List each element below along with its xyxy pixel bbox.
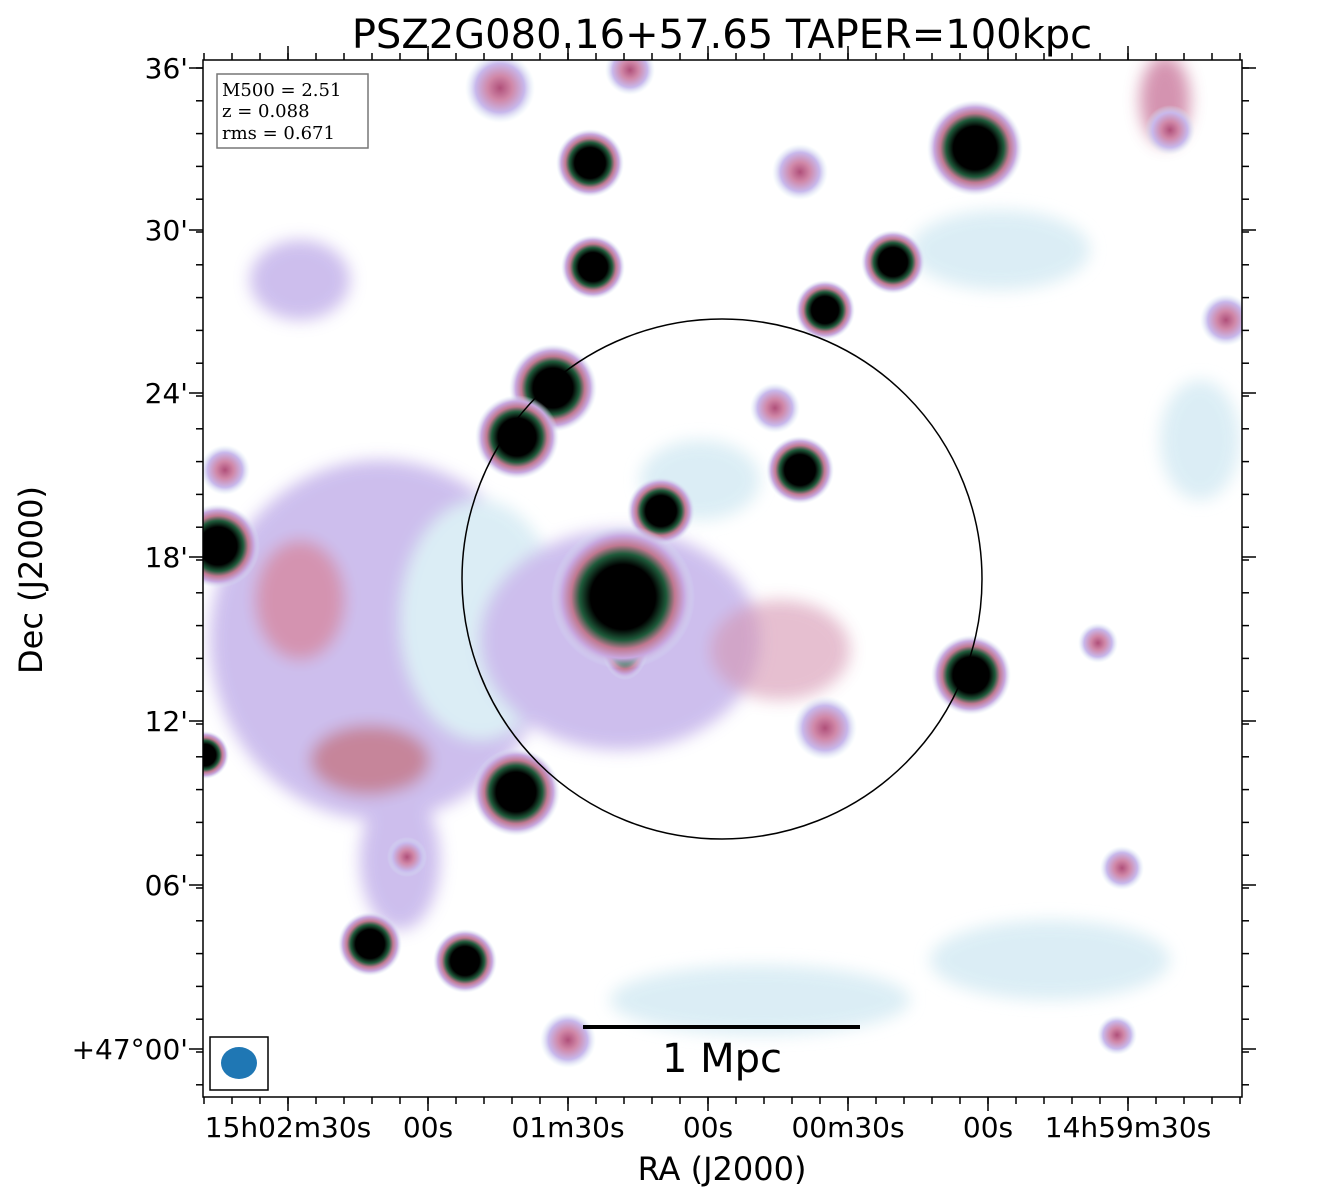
r500-circle — [461, 318, 983, 840]
title: PSZ2G080.16+57.65 TAPER=100kpc — [352, 12, 1092, 58]
x-axis-label: RA (J2000) — [638, 1150, 807, 1188]
radio-image — [203, 60, 1242, 1068]
y-tick-label: 06' — [145, 869, 188, 902]
x-tick-label: 00s — [683, 1111, 733, 1144]
info-line: M500 = 2.51 — [222, 80, 341, 101]
info-box — [216, 73, 369, 149]
x-tick-label: 01m30s — [511, 1111, 624, 1144]
y-tick-label: 12' — [145, 705, 188, 738]
beam — [221, 1047, 257, 1079]
x-tick-label: 00s — [963, 1111, 1013, 1144]
x-tick-label: 14h59m30s — [1045, 1111, 1212, 1144]
info-line: rms = 0.671 — [222, 123, 335, 144]
x-tick-label: 15h02m30s — [205, 1111, 372, 1144]
y-tick-label: 36' — [145, 52, 188, 85]
x-tick-label: 00s — [403, 1111, 453, 1144]
y-tick-label: 18' — [145, 541, 188, 574]
y-tick-label: 30' — [145, 214, 188, 247]
scalebar-label: 1 Mpc — [662, 1036, 782, 1082]
y-tick-label: +47°00' — [72, 1033, 188, 1066]
x-tick-label: 00m30s — [791, 1111, 904, 1144]
y-axis-label: Dec (J2000) — [12, 486, 50, 674]
axes-frame — [202, 59, 1243, 1098]
info-line: z = 0.088 — [222, 101, 310, 122]
ticks — [189, 46, 1256, 1111]
y-tick-label: 24' — [145, 377, 188, 410]
